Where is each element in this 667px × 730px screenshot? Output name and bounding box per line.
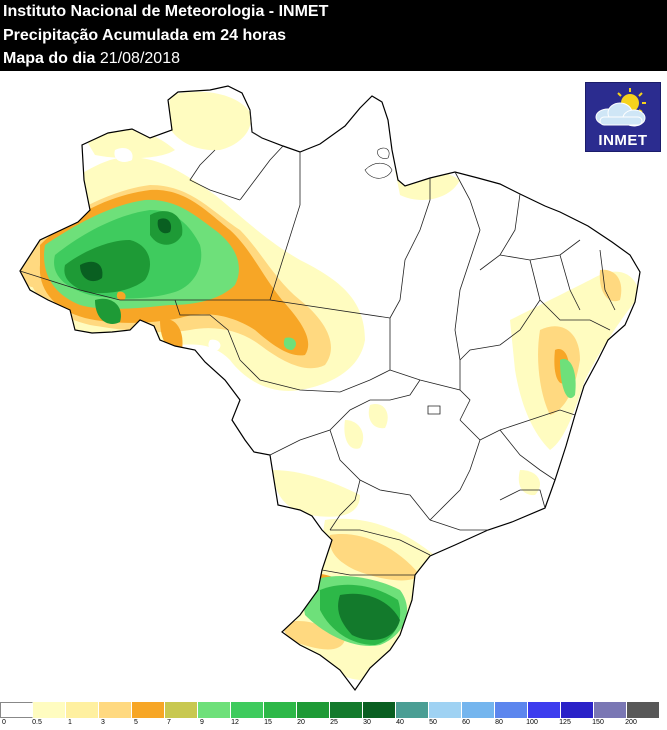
legend-tick-label: 9 <box>200 719 204 726</box>
legend-tick-label: 25 <box>330 719 338 726</box>
legend-tick-labels: 0 0.5 1 3 5 7 9 12 15 20 25 30 40 50 60 80 100 125 150 200 <box>0 719 667 730</box>
legend-swatch <box>66 702 99 718</box>
legend-swatch <box>528 702 561 718</box>
legend-swatch <box>231 702 264 718</box>
legend-tick-label: 150 <box>592 719 604 726</box>
legend-swatch <box>165 702 198 718</box>
legend-tick-label: 80 <box>495 719 503 726</box>
legend-swatch <box>99 702 132 718</box>
legend-swatch <box>462 702 495 718</box>
legend-swatch <box>297 702 330 718</box>
legend-tick-label: 40 <box>396 719 404 726</box>
map-date: 21/08/2018 <box>99 50 180 67</box>
legend-tick-label: 100 <box>526 719 538 726</box>
legend-swatches <box>0 702 660 718</box>
legend-tick-label: 1 <box>68 719 72 726</box>
legend-swatch <box>429 702 462 718</box>
legend-tick-label: 0.5 <box>32 719 42 726</box>
legend-swatch <box>132 702 165 718</box>
precipitation-map <box>0 71 667 700</box>
logo-label: INMET <box>598 132 648 149</box>
legend-swatch <box>33 702 66 718</box>
legend-swatch <box>363 702 396 718</box>
legend-tick-label: 30 <box>363 719 371 726</box>
precipitation-legend: 0 0.5 1 3 5 7 9 12 15 20 25 30 40 50 60 80 100 125 150 200 <box>0 701 667 730</box>
legend-tick-label: 20 <box>297 719 305 726</box>
legend-tick-label: 50 <box>429 719 437 726</box>
legend-tick-label: 3 <box>101 719 105 726</box>
legend-tick-label: 5 <box>134 719 138 726</box>
header-date-line: Mapa do dia 21/08/2018 <box>3 50 180 68</box>
cloud-sun-icon <box>595 88 646 127</box>
legend-swatch <box>561 702 594 718</box>
legend-tick-label: 15 <box>264 719 272 726</box>
header-subtitle: Precipitação Acumulada em 24 horas <box>3 27 287 44</box>
legend-swatch <box>594 702 627 718</box>
legend-swatch <box>396 702 429 718</box>
no-rain-pockets <box>114 94 362 351</box>
state-boundaries <box>19 109 616 576</box>
legend-tick-label: 7 <box>167 719 171 726</box>
legend-swatch <box>0 702 33 718</box>
brazil-map-svg <box>0 71 667 700</box>
legend-swatch <box>198 702 231 718</box>
legend-tick-label: 200 <box>625 719 637 726</box>
legend-tick-label: 12 <box>231 719 239 726</box>
legend-swatch <box>627 702 660 718</box>
inmet-logo: INMET <box>585 82 661 152</box>
legend-tick-label: 125 <box>559 719 571 726</box>
legend-tick-label: 60 <box>462 719 470 726</box>
legend-swatch <box>264 702 297 718</box>
header-title: Instituto Nacional de Meteorologia - INM… <box>3 3 329 20</box>
legend-swatch <box>330 702 363 718</box>
legend-tick-label: 0 <box>2 719 6 726</box>
map-header: Instituto Nacional de Meteorologia - INM… <box>0 0 667 71</box>
map-day-label: Mapa do dia <box>3 50 96 67</box>
amazon-delta-islands <box>364 147 393 179</box>
legend-swatch <box>495 702 528 718</box>
